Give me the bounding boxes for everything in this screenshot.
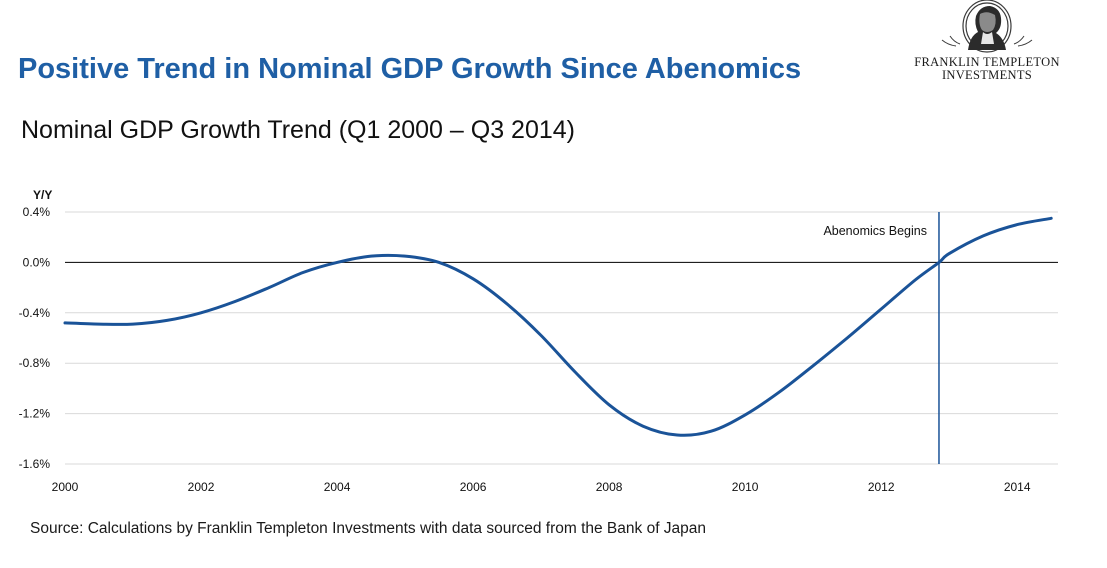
y-tick-label: 0.4% [23,205,51,219]
x-tick-label: 2012 [868,480,895,494]
franklin-templeton-logo: FRANKLIN TEMPLETON INVESTMENTS [898,0,1076,84]
x-tick-label: 2008 [596,480,623,494]
y-tick-label: -0.4% [19,306,51,320]
y-tick-label: -0.8% [19,356,51,370]
x-tick-label: 2006 [460,480,487,494]
chart-title: Nominal GDP Growth Trend (Q1 2000 – Q3 2… [21,116,575,144]
y-tick-label: -1.6% [19,457,51,471]
y-tick-label: -1.2% [19,407,51,421]
abenomics-label: Abenomics Begins [823,224,927,238]
x-tick-label: 2002 [188,480,215,494]
x-tick-label: 2010 [732,480,759,494]
y-tick-label: 0.0% [23,255,51,269]
franklin-portrait-icon [941,0,1033,53]
x-tick-label: 2004 [324,480,351,494]
x-tick-label: 2000 [52,480,79,494]
brand-subname: INVESTMENTS [941,68,1033,82]
source-note: Source: Calculations by Franklin Templet… [30,520,707,537]
gdp-growth-line [63,216,1053,437]
x-tick-label: 2014 [1004,480,1031,494]
brand-name: FRANKLIN TEMPLETON [914,55,1060,69]
y-axis-label: Y/Y [33,188,52,202]
slide-title: Positive Trend in Nominal GDP Growth Sin… [18,53,802,85]
